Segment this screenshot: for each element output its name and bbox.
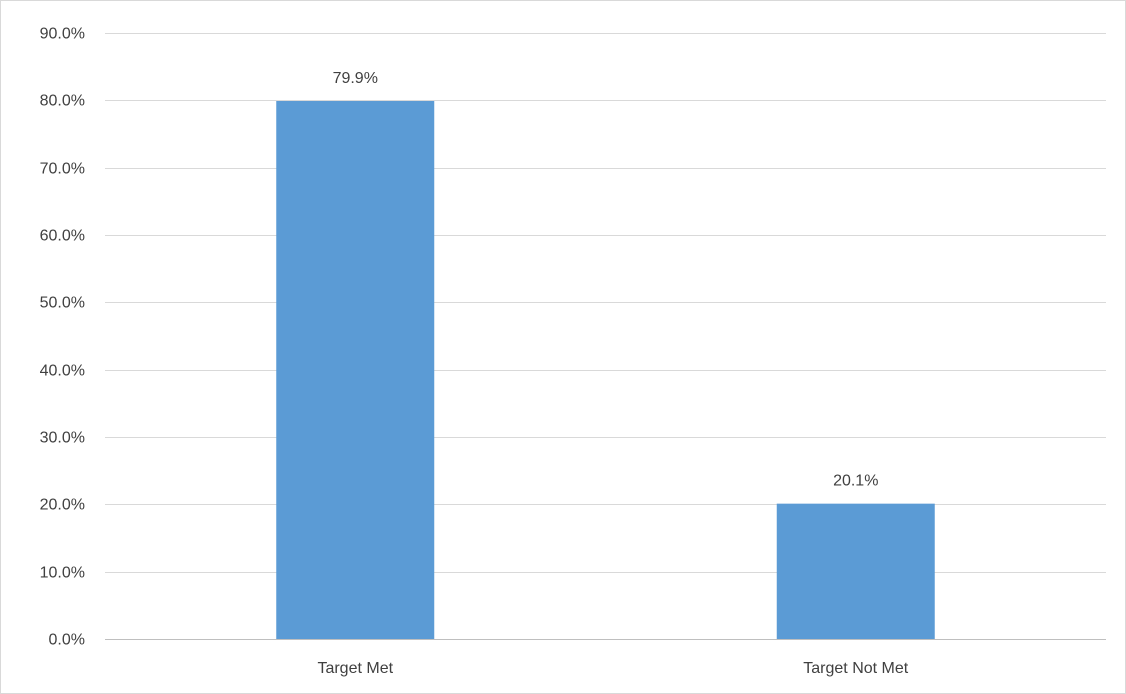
bar-target-not-met (776, 503, 935, 639)
y-tick-label: 40.0% (40, 363, 85, 380)
y-tick-label: 50.0% (40, 295, 85, 312)
data-label: 20.1% (833, 473, 878, 490)
data-label: 79.9% (333, 70, 378, 87)
x-tick-label: Target Met (317, 660, 393, 677)
y-axis-tick-labels: 0.0% 10.0% 20.0% 30.0% 40.0% 50.0% 60.0% 70.0% 8… (40, 26, 85, 649)
bar-target-met (276, 101, 435, 640)
y-tick-label: 0.0% (49, 632, 85, 649)
y-tick-label: 20.0% (40, 497, 85, 514)
y-tick-label: 10.0% (40, 565, 85, 582)
bars (276, 101, 935, 640)
y-tick-label: 90.0% (40, 26, 85, 43)
y-tick-label: 60.0% (40, 228, 85, 245)
y-tick-label: 70.0% (40, 161, 85, 178)
y-tick-label: 30.0% (40, 430, 85, 447)
data-labels: 79.9% 20.1% (333, 70, 879, 490)
x-axis-tick-labels: Target Met Target Not Met (317, 660, 908, 677)
x-tick-label: Target Not Met (803, 660, 908, 677)
y-tick-label: 80.0% (40, 93, 85, 110)
gridlines (105, 33, 1106, 640)
